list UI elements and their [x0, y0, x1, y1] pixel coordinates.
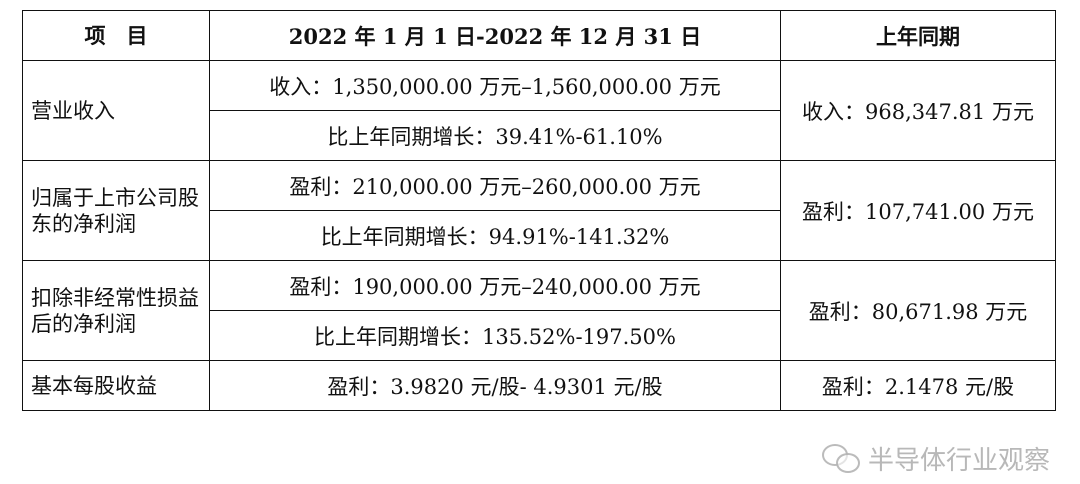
row-item: 归属于上市公司股东的净利润: [22, 160, 210, 261]
row-item: 营业收入: [22, 60, 210, 161]
watermark: 半导体行业观察: [821, 440, 1050, 477]
row-growth: 比上年同期增长：135.52%-197.50%: [209, 310, 781, 361]
table-row: 比上年同期增长：94.91%-141.32%: [23, 210, 1056, 261]
table-row: 基本每股收益 盈利：3.9820 元/股- 4.9301 元/股 盈利：2.14…: [22, 360, 1056, 411]
table-row: 扣除非经常性损益后的净利润 盈利：190,000.00 万元–240,000.0…: [22, 260, 1056, 361]
row-item: 扣除非经常性损益后的净利润: [22, 260, 210, 361]
wechat-icon: [821, 443, 862, 474]
row-range: 盈利：3.9820 元/股- 4.9301 元/股: [209, 360, 781, 411]
row-prior: 盈利：2.1478 元/股: [780, 360, 1056, 411]
table-row: 比上年同期增长：135.52%-197.50%: [23, 310, 1056, 361]
table-row: 比上年同期增长：39.41%-61.10%: [23, 110, 1056, 161]
row-range: 盈利：190,000.00 万元–240,000.00 万元: [209, 260, 781, 311]
earnings-forecast-table: 项 目 2022 年 1 月 1 日-2022 年 12 月 31 日 上年同期…: [22, 10, 1056, 411]
row-prior: 收入：968,347.81 万元: [780, 60, 1056, 161]
row-growth: 比上年同期增长：39.41%-61.10%: [209, 110, 781, 161]
row-item: 基本每股收益: [22, 360, 210, 411]
row-range: 收入：1,350,000.00 万元–1,560,000.00 万元: [209, 60, 781, 111]
header-item: 项 目: [22, 10, 210, 61]
header-prior: 上年同期: [780, 10, 1056, 61]
row-range: 盈利：210,000.00 万元–260,000.00 万元: [209, 160, 781, 211]
header-period: 2022 年 1 月 1 日-2022 年 12 月 31 日: [209, 10, 781, 61]
row-growth: 比上年同期增长：94.91%-141.32%: [209, 210, 781, 261]
row-prior: 盈利：107,741.00 万元: [780, 160, 1056, 261]
table-row: 营业收入 收入：1,350,000.00 万元–1,560,000.00 万元 …: [22, 60, 1056, 161]
watermark-text: 半导体行业观察: [867, 446, 1050, 476]
table-header-row: 项 目 2022 年 1 月 1 日-2022 年 12 月 31 日 上年同期: [22, 10, 1056, 61]
table-row: 归属于上市公司股东的净利润 盈利：210,000.00 万元–260,000.0…: [22, 160, 1056, 261]
row-prior: 盈利：80,671.98 万元: [780, 260, 1056, 361]
